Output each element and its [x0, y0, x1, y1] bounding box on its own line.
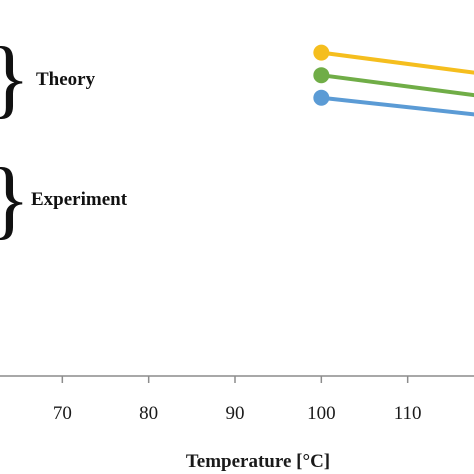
legend: } Theory } Experiment — [0, 30, 128, 248]
legend-label-theory: Theory — [36, 69, 96, 90]
series-line — [321, 95, 474, 117]
series-2 — [313, 89, 474, 117]
theory-brace: } — [0, 30, 30, 127]
data-point — [313, 67, 330, 84]
x-axis-ticks: 0708090100110 — [53, 376, 422, 424]
x-tick-label: 110 — [394, 403, 422, 424]
x-tick-label: 100 — [307, 403, 336, 424]
x-tick-label: 70 — [53, 403, 72, 424]
x-axis-title: Temperature [°C] — [186, 451, 330, 472]
x-tick-label: 80 — [139, 403, 158, 424]
plot-area — [313, 44, 474, 117]
series-line — [321, 50, 474, 75]
series-1 — [313, 67, 474, 98]
experiment-brace: } — [0, 151, 30, 248]
series-0 — [313, 44, 474, 75]
x-tick-label: 90 — [226, 403, 245, 424]
series-line — [321, 73, 474, 98]
data-point — [313, 89, 330, 106]
legend-label-experiment: Experiment — [31, 189, 128, 210]
data-point — [313, 44, 330, 61]
